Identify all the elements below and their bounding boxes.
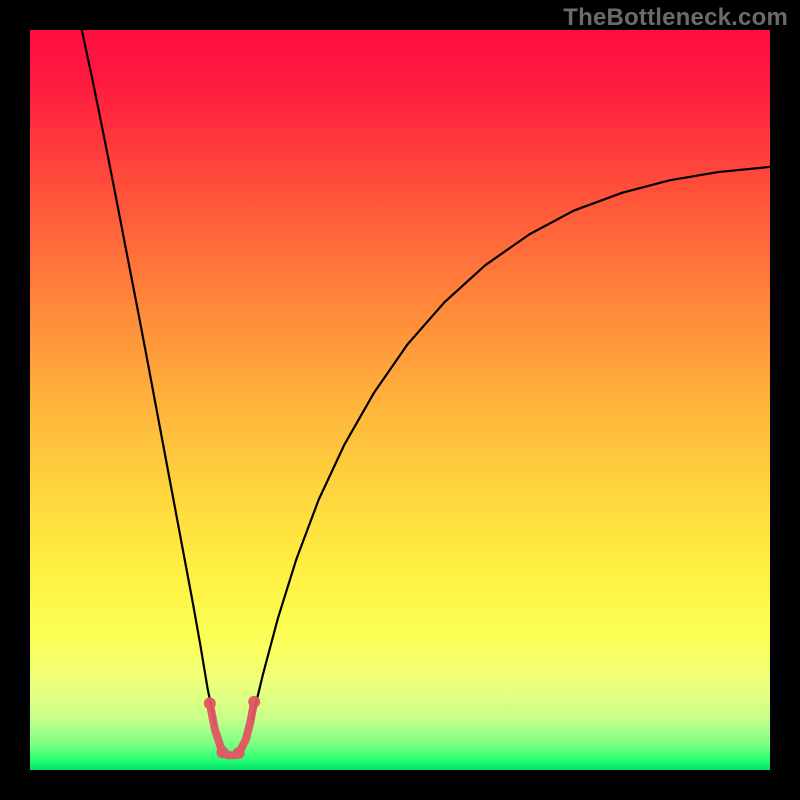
- watermark-text: TheBottleneck.com: [563, 4, 788, 32]
- plot-area: [30, 30, 770, 770]
- curve-left-arm: [82, 30, 215, 724]
- valley-marker-end-dot-0: [204, 697, 216, 709]
- valley-marker: [204, 696, 260, 759]
- chart-frame: TheBottleneck.com: [0, 0, 800, 800]
- curve-right-arm: [252, 167, 770, 720]
- valley-marker-path: [210, 702, 254, 755]
- valley-marker-mid-dot-1: [233, 747, 245, 759]
- valley-marker-mid-dot-0: [216, 746, 228, 758]
- valley-marker-end-dot-1: [248, 696, 260, 708]
- curve-layer: [30, 30, 770, 770]
